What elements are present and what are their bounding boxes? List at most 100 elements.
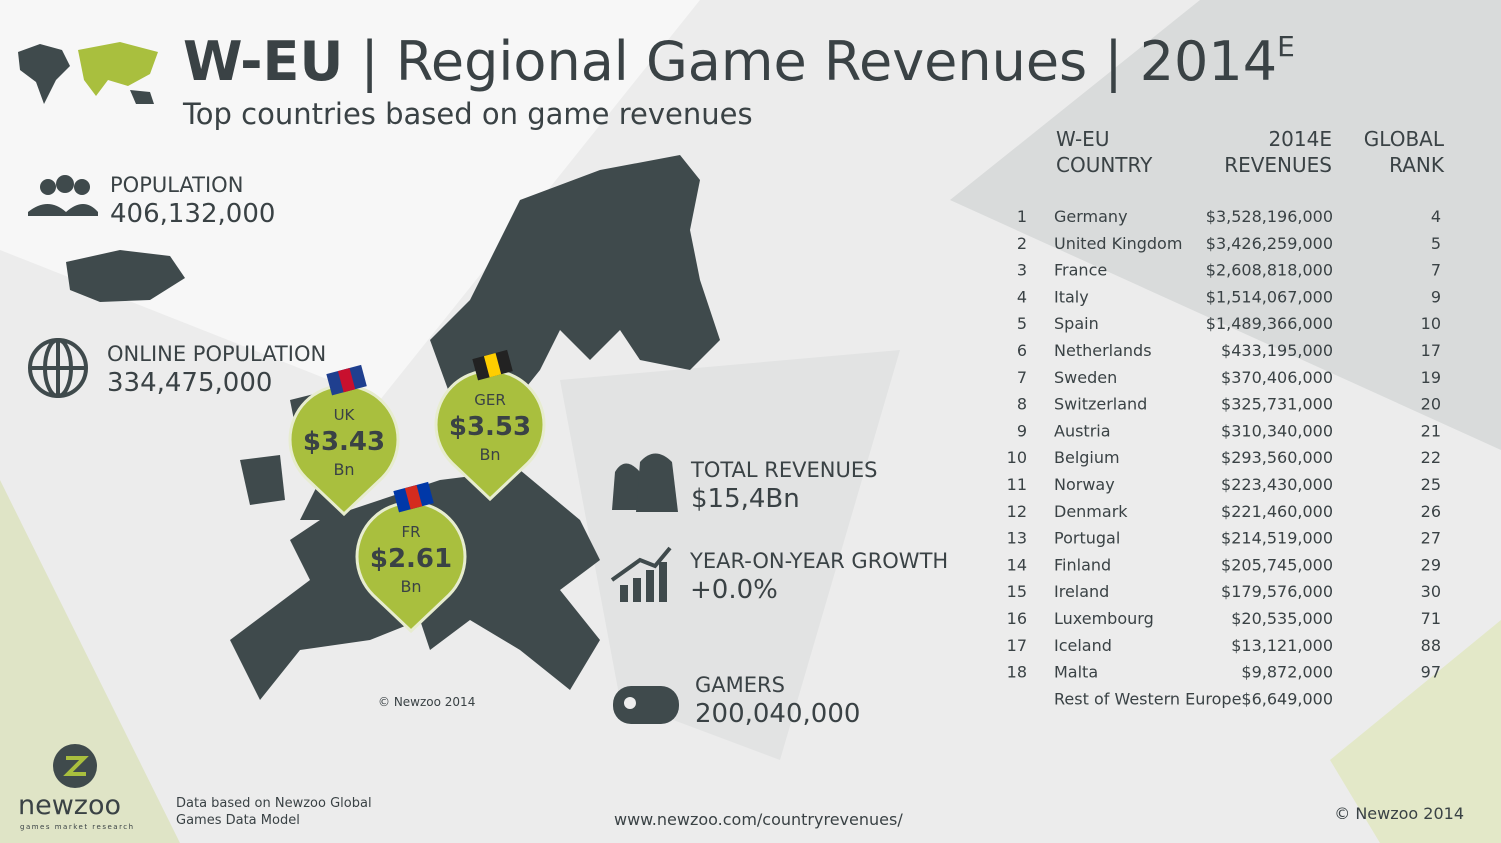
table-cell: 5 xyxy=(1431,234,1441,253)
table-cell: 9 xyxy=(1431,287,1441,306)
table-cell: 6 xyxy=(1017,341,1027,360)
tagline: games market research xyxy=(20,823,135,831)
title: W-EU | Regional Game Revenues | 2014E xyxy=(183,30,1295,93)
table-cell: Denmark xyxy=(1054,502,1128,521)
table-cell: Switzerland xyxy=(1054,395,1147,414)
table-cell: Luxembourg xyxy=(1054,609,1154,628)
table-cell: $20,535,000 xyxy=(1231,609,1333,628)
stat-label: POPULATION xyxy=(110,173,243,197)
table-cell: 71 xyxy=(1421,609,1441,628)
table-cell: Spain xyxy=(1054,314,1099,333)
table-cell: 21 xyxy=(1421,421,1441,440)
table-header: W-EU xyxy=(1056,127,1109,151)
pin-country: GER xyxy=(474,391,506,409)
table-cell: 97 xyxy=(1421,663,1441,682)
bg-shape xyxy=(950,0,1501,450)
stat-label: GAMERS xyxy=(695,673,785,697)
pin-amount: $3.43 xyxy=(303,427,385,457)
table-cell: 8 xyxy=(1017,395,1027,414)
table-header: RANK xyxy=(1389,153,1445,177)
world-icon xyxy=(18,42,158,104)
table-cell: 17 xyxy=(1007,636,1027,655)
table-cell: $223,430,000 xyxy=(1221,475,1333,494)
table-cell: United Kingdom xyxy=(1054,234,1182,253)
table-cell: Austria xyxy=(1054,421,1111,440)
table-cell: 5 xyxy=(1017,314,1027,333)
table-cell: 3 xyxy=(1017,261,1027,280)
title-main: W-EU xyxy=(183,30,343,93)
table-header: REVENUES xyxy=(1224,153,1332,177)
subtitle: Top countries based on game revenues xyxy=(182,97,753,131)
stat-label: TOTAL REVENUES xyxy=(690,458,877,482)
table-cell: $293,560,000 xyxy=(1221,448,1333,467)
pin-country: FR xyxy=(401,523,420,541)
table-cell: 2 xyxy=(1017,234,1027,253)
table-cell: $310,340,000 xyxy=(1221,421,1333,440)
table-cell: 7 xyxy=(1017,368,1027,387)
table-cell: Portugal xyxy=(1054,529,1120,548)
pins: UK $3.43 Bn GER $3.53 Bn FR $2.61 Bn xyxy=(288,349,546,634)
table-cell: 4 xyxy=(1017,287,1027,306)
table-cell: Sweden xyxy=(1054,368,1117,387)
table-cell: $6,649,000 xyxy=(1241,689,1333,708)
title-sup: E xyxy=(1277,30,1295,63)
logo-mark xyxy=(63,756,89,776)
table-cell: $3,426,259,000 xyxy=(1206,234,1333,253)
table-cell: 18 xyxy=(1007,663,1027,682)
pin-amount: $2.61 xyxy=(370,544,452,574)
url: www.newzoo.com/countryrevenues/ xyxy=(614,810,903,829)
table-cell: 88 xyxy=(1421,636,1441,655)
table-cell: $13,121,000 xyxy=(1231,636,1333,655)
table-cell: 10 xyxy=(1007,448,1027,467)
table-cell: Norway xyxy=(1054,475,1115,494)
table-cell: Iceland xyxy=(1054,636,1112,655)
bg-shape xyxy=(0,480,180,843)
table-cell: $370,406,000 xyxy=(1221,368,1333,387)
table-cell: Belgium xyxy=(1054,448,1120,467)
table-header: 2014E xyxy=(1268,127,1332,151)
brand: newzoo xyxy=(18,790,121,821)
table-cell: $1,514,067,000 xyxy=(1206,287,1333,306)
table-cell: 29 xyxy=(1421,555,1441,574)
pin-unit: Bn xyxy=(479,445,500,464)
table-cell: $2,608,818,000 xyxy=(1206,261,1333,280)
table-cell: $179,576,000 xyxy=(1221,582,1333,601)
stat-value: $15,4Bn xyxy=(691,484,800,514)
table-cell: 20 xyxy=(1421,395,1441,414)
table-cell: 9 xyxy=(1017,421,1027,440)
table-cell: $433,195,000 xyxy=(1221,341,1333,360)
table-cell: Finland xyxy=(1054,555,1111,574)
stat-value: 334,475,000 xyxy=(107,368,272,398)
table-cell: $3,528,196,000 xyxy=(1206,207,1333,226)
table-header: COUNTRY xyxy=(1056,153,1153,177)
table-cell: 10 xyxy=(1421,314,1441,333)
table-cell: $9,872,000 xyxy=(1241,663,1333,682)
gamepad-icon xyxy=(613,686,679,724)
table-cell: $221,460,000 xyxy=(1221,502,1333,521)
stat-value: 406,132,000 xyxy=(110,199,275,229)
population-icon xyxy=(28,175,98,216)
table-cell: 13 xyxy=(1007,529,1027,548)
table-cell: France xyxy=(1054,261,1107,280)
table-cell: 25 xyxy=(1421,475,1441,494)
source-line: Games Data Model xyxy=(176,813,300,828)
table-cell: Ireland xyxy=(1054,582,1109,601)
table-cell: $205,745,000 xyxy=(1221,555,1333,574)
table-cell: 19 xyxy=(1421,368,1441,387)
table-cell: 30 xyxy=(1421,582,1441,601)
table-cell: 7 xyxy=(1431,261,1441,280)
map-copyright: © Newzoo 2014 xyxy=(378,695,475,709)
growth-icon xyxy=(610,546,672,602)
bg-shape xyxy=(1330,620,1501,843)
table-cell: 12 xyxy=(1007,502,1027,521)
flag xyxy=(483,352,502,378)
table-cell: Malta xyxy=(1054,663,1098,682)
bg-shape xyxy=(0,0,700,400)
globe-icon xyxy=(28,338,88,398)
pin-unit: Bn xyxy=(333,460,354,479)
money-icon xyxy=(612,453,678,512)
stat-label: YEAR-ON-YEAR GROWTH xyxy=(689,549,948,573)
title-rest: | Regional Game Revenues | 2014 xyxy=(360,30,1277,93)
